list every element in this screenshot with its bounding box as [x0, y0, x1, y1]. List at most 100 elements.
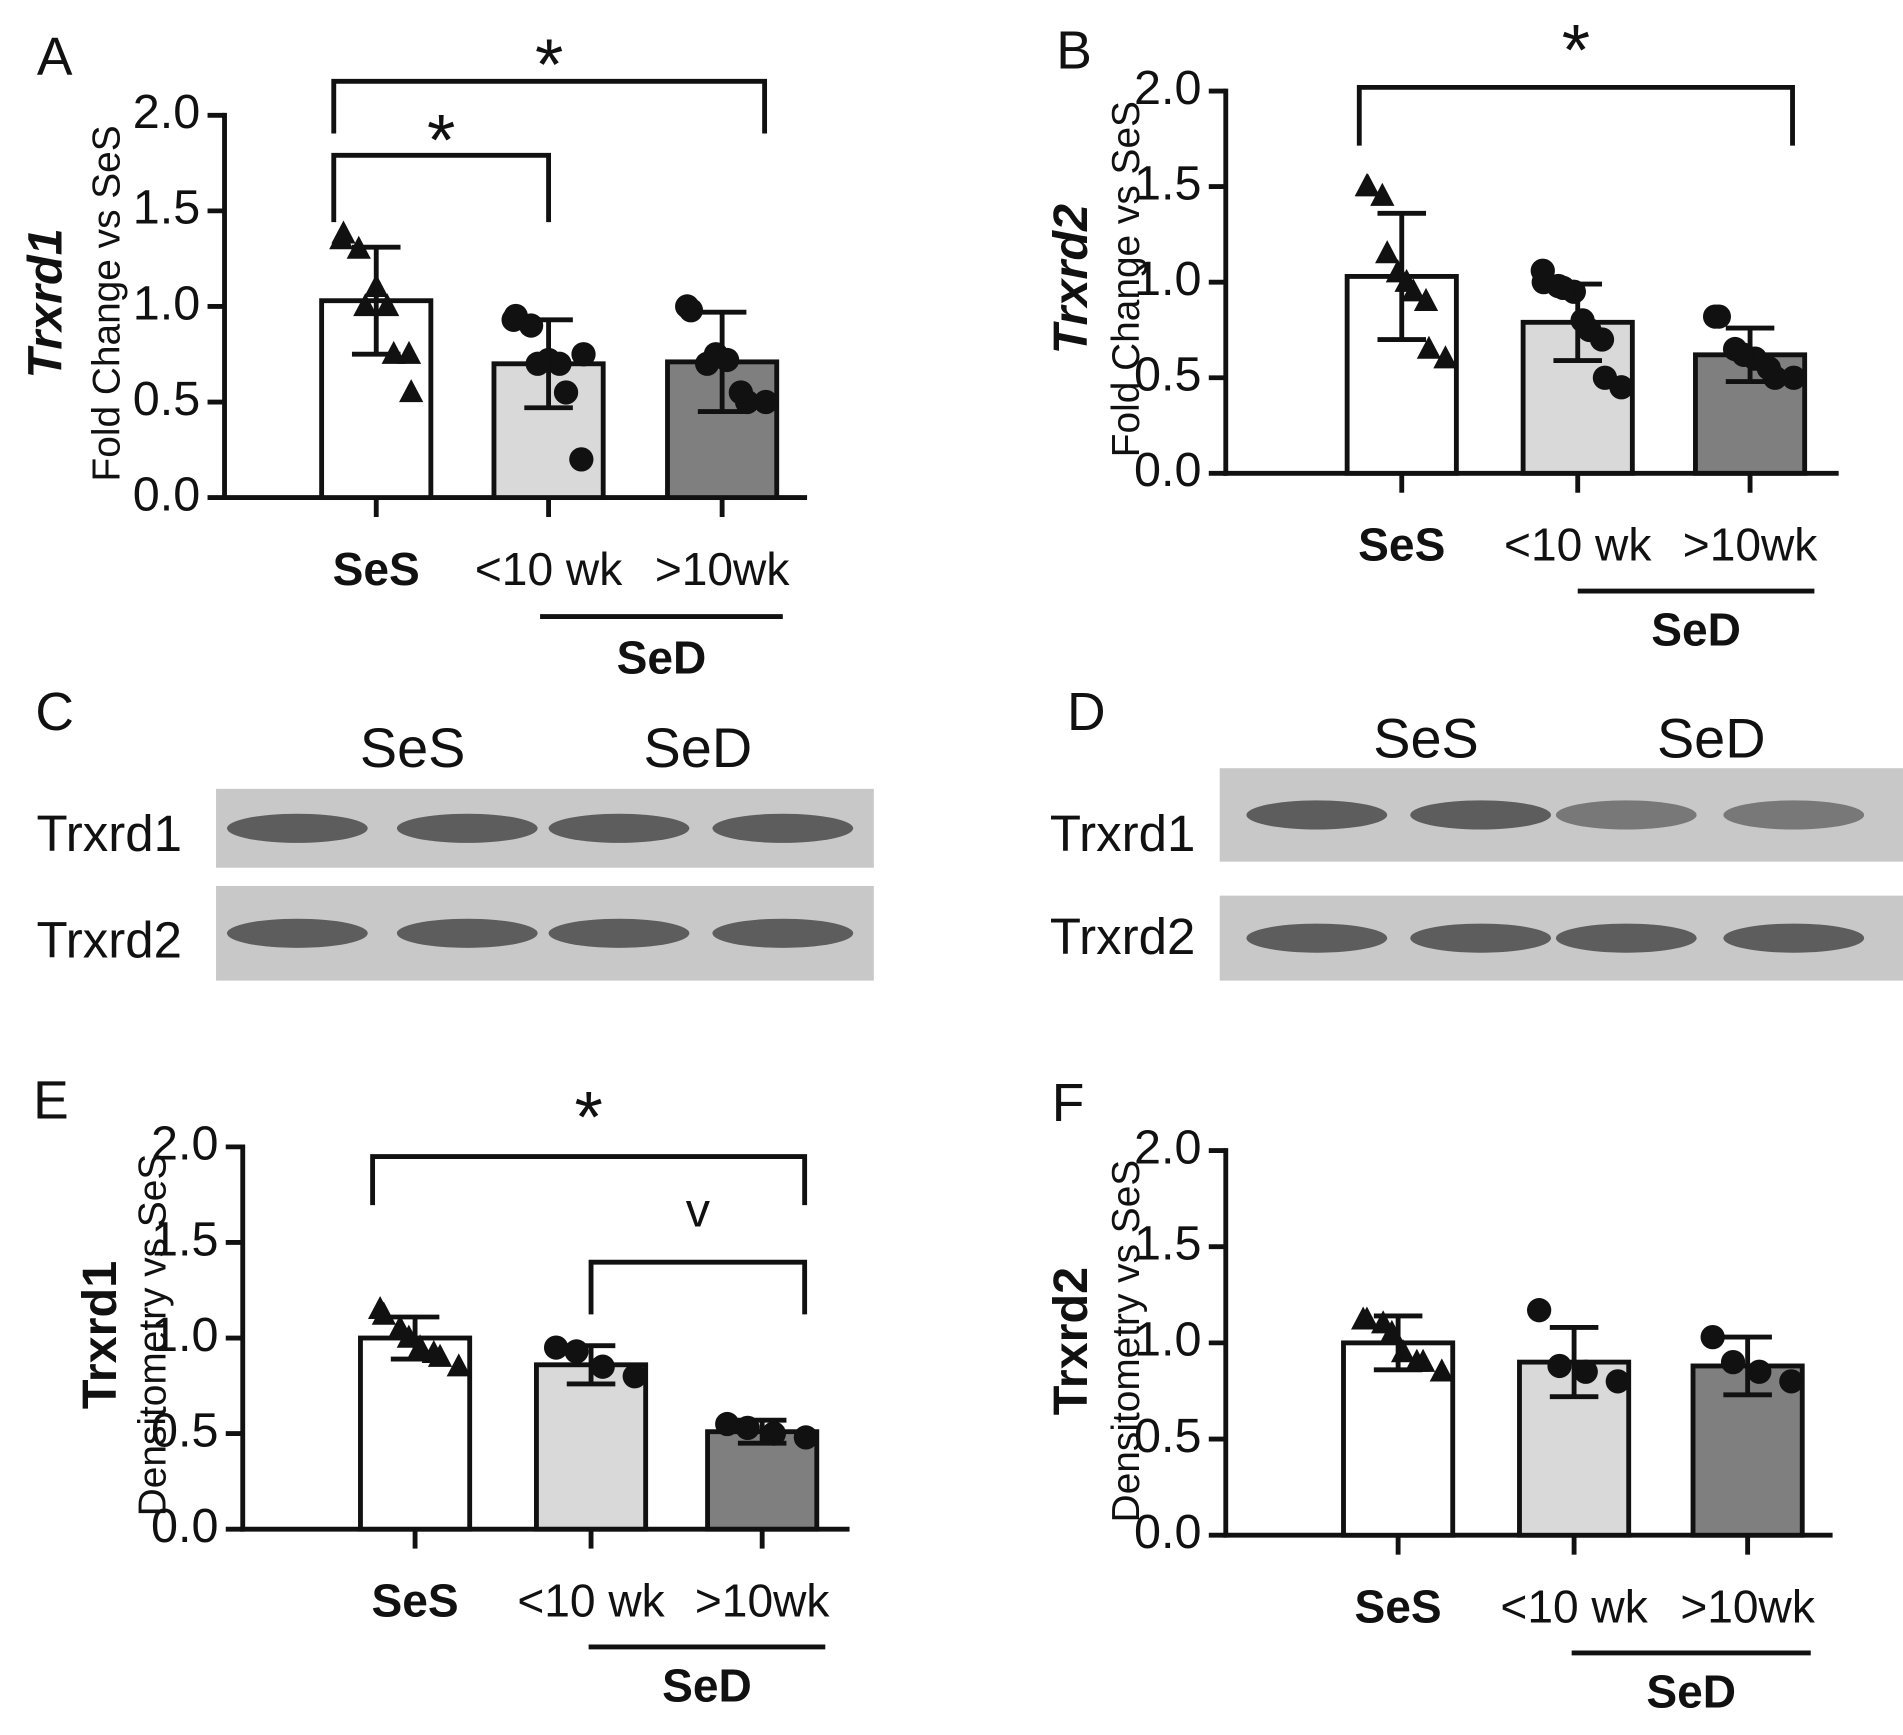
y-tick-label: 0.0	[1134, 1505, 1201, 1559]
point	[564, 1339, 589, 1364]
error-bar	[566, 1343, 616, 1387]
point	[1720, 1349, 1746, 1375]
y-tick-label: 1.5	[1134, 156, 1201, 210]
point	[1589, 327, 1615, 352]
blot-row-label: Trxrd2	[1050, 908, 1195, 965]
point	[1354, 1306, 1380, 1330]
point	[1433, 345, 1458, 369]
blot-band	[712, 918, 854, 948]
y-tick-label: 1.0	[133, 276, 200, 330]
error-bar	[697, 309, 747, 414]
significance-bracket	[331, 152, 552, 223]
error-bar	[390, 1314, 440, 1362]
point	[1700, 1324, 1725, 1350]
point	[793, 1425, 819, 1450]
point	[590, 1354, 615, 1379]
point	[1706, 304, 1731, 329]
y-tick-label: 1.5	[133, 181, 200, 235]
blot-band	[1555, 923, 1697, 953]
x-tick-label: >10wk	[1683, 519, 1819, 571]
error-bar	[524, 317, 573, 411]
y-axis-gene: Trxrd1	[73, 1261, 127, 1409]
point	[1781, 365, 1806, 390]
point	[1416, 335, 1442, 359]
x-tick-label: <10 wk	[1500, 1581, 1648, 1633]
blot-band	[1246, 800, 1388, 830]
point	[1375, 240, 1400, 264]
blot-band	[226, 918, 368, 948]
y-tick-label: 1.5	[151, 1212, 218, 1266]
point	[375, 293, 400, 317]
point	[678, 298, 704, 323]
y-tick-label: 2.0	[133, 85, 200, 139]
point	[1573, 1359, 1598, 1384]
error-bar	[1723, 1334, 1772, 1398]
point	[446, 1353, 471, 1377]
blot-group-label: SeS	[1373, 706, 1479, 769]
point	[569, 447, 594, 472]
y-tick-label: 2.0	[151, 1117, 218, 1171]
x-tick-label: >10wk	[695, 1575, 831, 1627]
blot-band	[1723, 923, 1865, 953]
significance-bracket	[331, 78, 768, 134]
point	[715, 1411, 740, 1437]
point	[1410, 1348, 1436, 1372]
y-tick-label: 1.0	[1134, 252, 1201, 306]
point	[396, 340, 422, 364]
group-label: SeD	[1646, 1666, 1736, 1718]
point	[543, 1335, 569, 1360]
y-axis-label: Fold Change vs SeS	[85, 125, 128, 481]
bar	[705, 1429, 820, 1532]
point	[753, 389, 778, 415]
point	[518, 313, 544, 338]
x-tick-label: <10 wk	[475, 543, 623, 595]
point	[371, 1301, 397, 1325]
blot-group-label: SeD	[644, 716, 753, 779]
significance-bracket	[588, 1259, 808, 1315]
point	[714, 347, 740, 373]
blot-row-label: Trxrd1	[37, 805, 182, 862]
point	[1609, 375, 1634, 400]
y-tick-label: 0.0	[133, 467, 200, 521]
x-tick-label: SeS	[333, 543, 420, 595]
error-bar	[1373, 1313, 1423, 1373]
y-axis-label: Densitometry vs SeS	[132, 1154, 175, 1517]
y-axis-gene: Trxrd2	[1044, 1267, 1098, 1415]
significance-bracket	[1356, 84, 1795, 146]
point	[547, 351, 572, 376]
point	[734, 389, 760, 415]
blot-band	[1410, 800, 1552, 830]
y-axis-gene: Trxrd2	[1044, 204, 1098, 354]
point	[553, 380, 579, 405]
point	[761, 1421, 786, 1446]
point	[1747, 1359, 1772, 1384]
error-bar	[1725, 325, 1775, 384]
y-tick-label: 2.0	[1134, 1120, 1201, 1174]
blot-band	[1555, 800, 1697, 830]
error-bar	[351, 244, 401, 357]
blot-band	[548, 918, 690, 948]
point	[1413, 287, 1439, 311]
x-tick-label: <10 wk	[1504, 519, 1652, 571]
panel-letter: B	[1056, 22, 1092, 81]
error-bar	[737, 1417, 787, 1446]
significance-label: v	[686, 1183, 711, 1237]
point	[1401, 278, 1426, 302]
panel-letter: F	[1052, 1074, 1085, 1133]
blot-band	[396, 813, 538, 843]
point	[353, 293, 378, 317]
x-tick-label: SeS	[1358, 519, 1445, 571]
y-axis-label: Densitometry vs SeS	[1105, 1160, 1148, 1523]
blot-band	[548, 813, 690, 843]
point	[1355, 173, 1380, 197]
blot-band	[226, 813, 368, 843]
y-tick-label: 0.0	[1134, 443, 1201, 497]
y-tick-label: 0.5	[1134, 348, 1201, 402]
y-axis-gene: Trxrd1	[18, 228, 72, 378]
panel-letter: C	[35, 683, 74, 742]
x-tick-label: >10wk	[655, 543, 791, 595]
y-tick-label: 0.0	[151, 1499, 218, 1553]
y-tick-label: 2.0	[1134, 61, 1201, 115]
